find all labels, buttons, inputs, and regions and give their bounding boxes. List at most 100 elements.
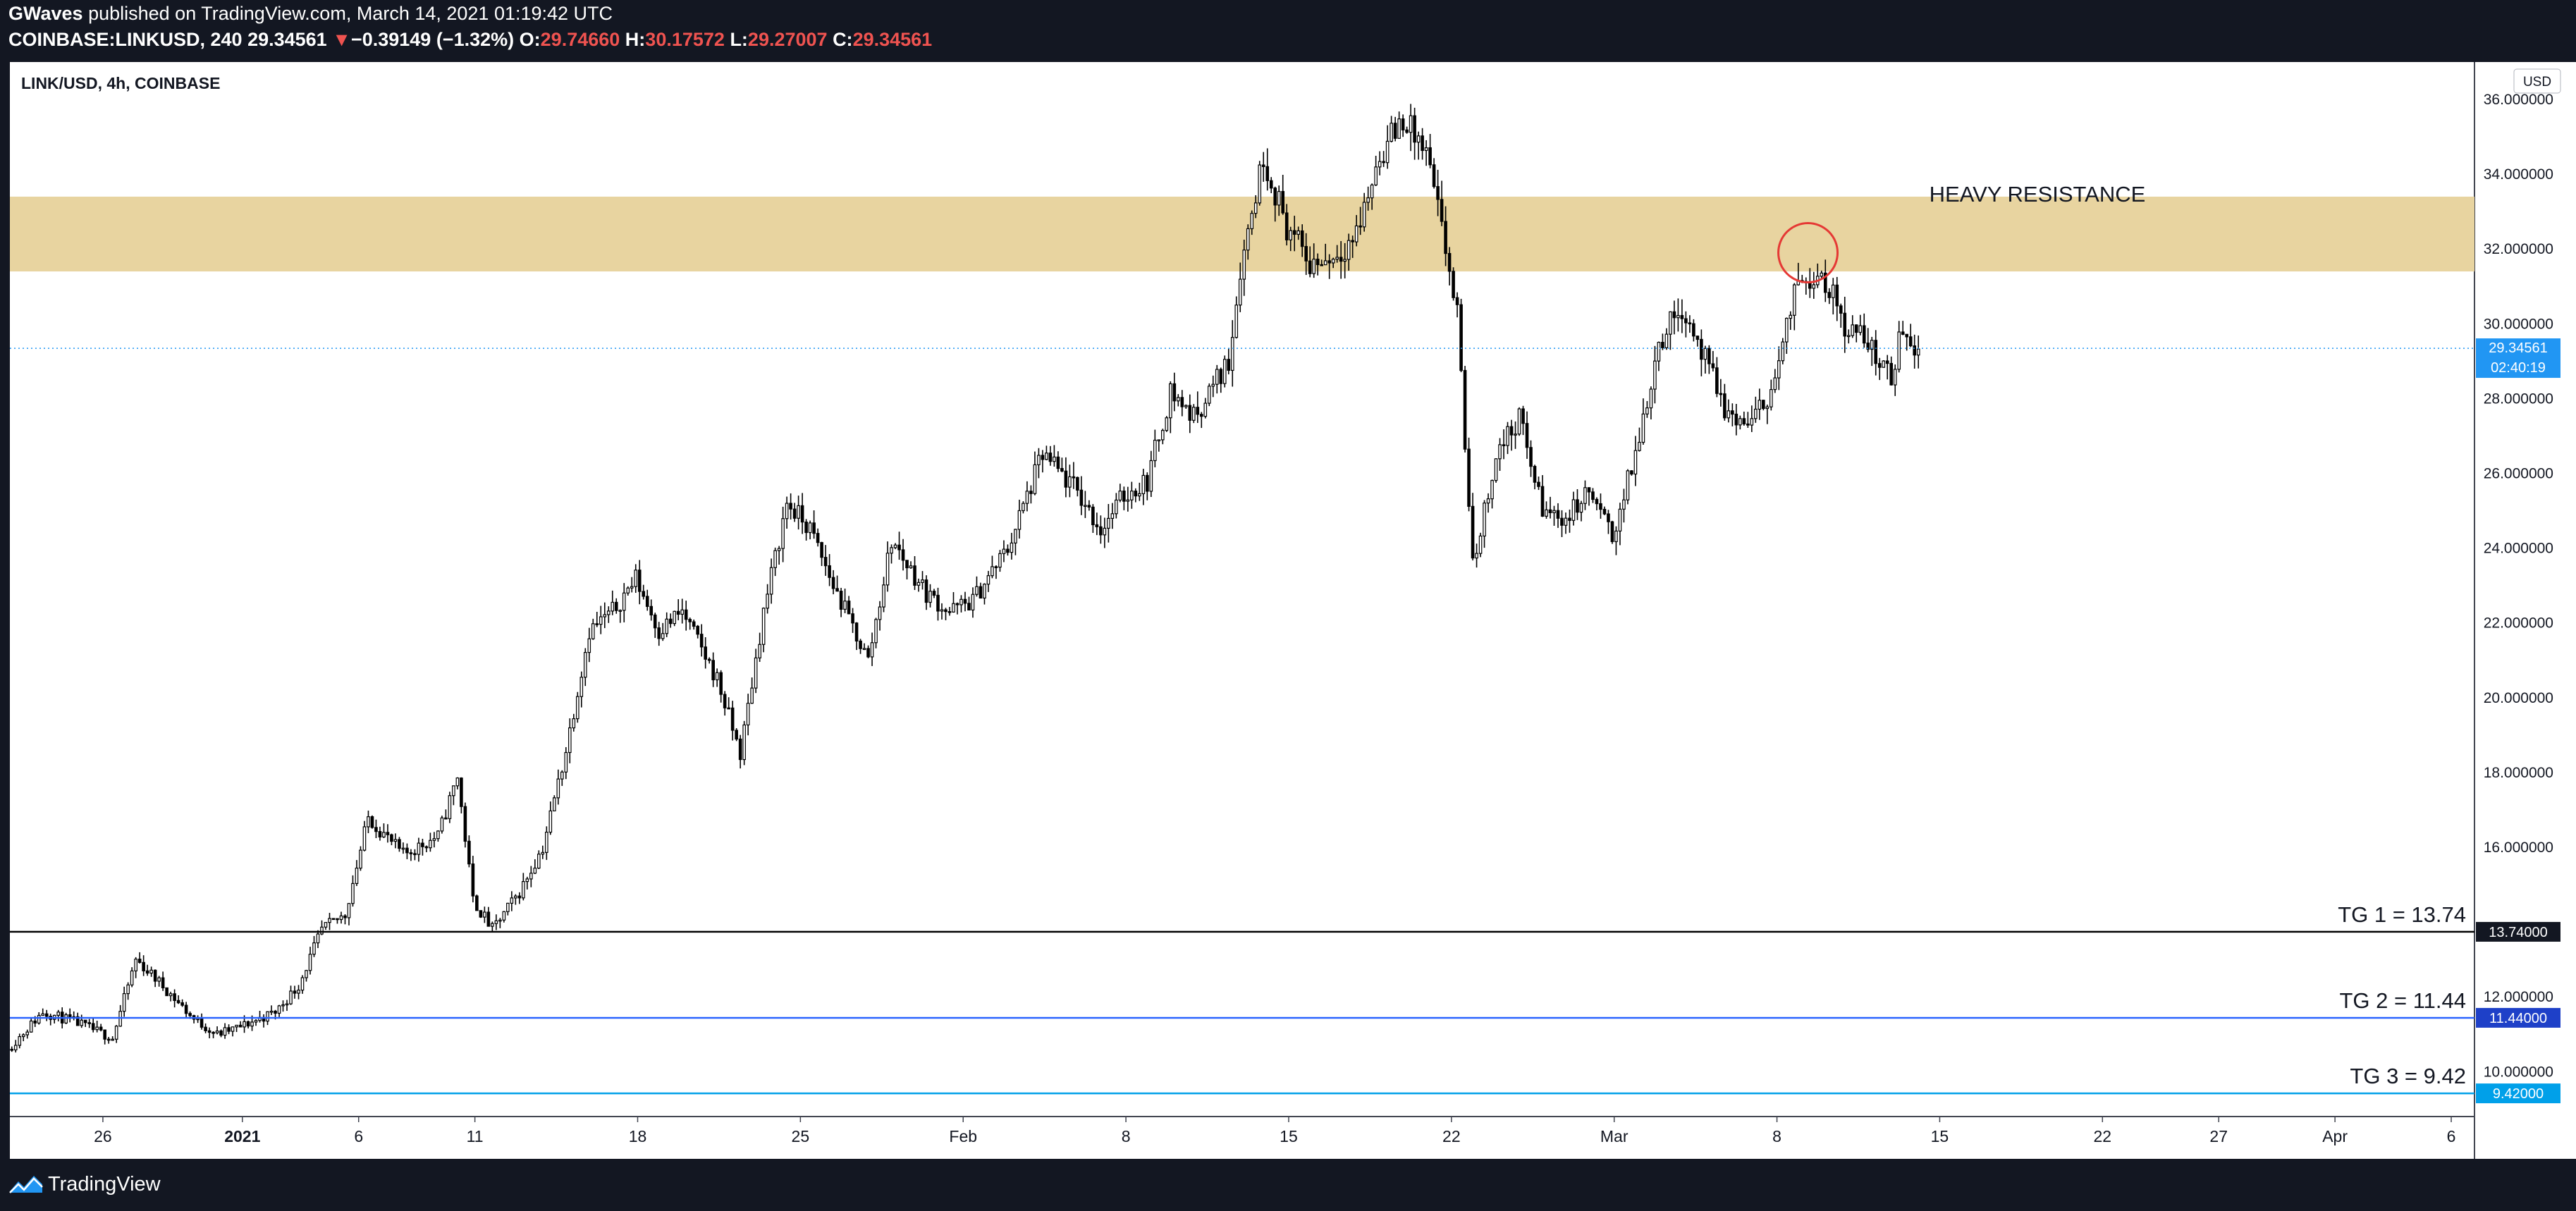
candle-body: [719, 672, 723, 695]
candle-body: [274, 1010, 277, 1014]
y-tick-label: 28.000000: [2484, 391, 2553, 407]
candle-body: [1265, 166, 1270, 181]
candle-body: [1107, 517, 1110, 529]
currency-badge[interactable]: [2513, 68, 2561, 94]
candle-body: [1762, 400, 1765, 410]
candle-body: [1877, 363, 1882, 368]
candle-body: [1320, 264, 1323, 266]
resistance-zone[interactable]: [10, 196, 2474, 272]
candle-body: [750, 687, 754, 704]
candle-body: [1638, 441, 1641, 451]
candle-body: [1633, 450, 1638, 475]
candle-body: [1304, 246, 1308, 262]
tradingview-brand[interactable]: TradingView: [48, 1173, 161, 1195]
tradingview-logo-icon[interactable]: [8, 1170, 44, 1198]
candle-body: [1033, 464, 1037, 494]
candle-body: [471, 863, 475, 897]
candle-body: [347, 903, 351, 918]
x-tick-label: 27: [2209, 1127, 2228, 1145]
candle-body: [870, 642, 874, 658]
candle-body: [1115, 499, 1118, 515]
candle-body: [1641, 413, 1645, 443]
candle-body: [1227, 359, 1231, 371]
candle-body: [696, 625, 699, 635]
target-label-3: TG 3 = 9.42: [2350, 1064, 2466, 1088]
y-tick-label: 26.000000: [2484, 466, 2553, 482]
candle-body: [188, 1013, 192, 1016]
highlight-circle[interactable]: [1777, 222, 1839, 284]
x-tick-label: 26: [94, 1127, 112, 1145]
candle-body: [1149, 460, 1153, 492]
x-tick-label: 11: [467, 1127, 484, 1145]
candle-body: [1882, 360, 1886, 368]
candle-body: [606, 610, 611, 615]
x-tick-label: 22: [2094, 1127, 2112, 1145]
candle-body: [1692, 323, 1695, 337]
time-axis[interactable]: [10, 1117, 2474, 1159]
candle-body: [359, 849, 362, 869]
candle-body: [1099, 526, 1103, 536]
candle-body: [990, 566, 994, 577]
candle-body: [41, 1013, 45, 1016]
candle-body: [1010, 542, 1014, 553]
high-value: 30.17572: [645, 29, 725, 50]
candle-body: [1770, 389, 1773, 407]
close-label: C:: [833, 29, 853, 50]
resistance-label: HEAVY RESISTANCE: [1930, 182, 2146, 207]
chart-title: LINK/USD, 4h, COINBASE: [21, 74, 220, 92]
candle-body: [378, 831, 382, 838]
candle-body: [642, 591, 646, 597]
candle-body: [219, 1031, 223, 1036]
candle-body: [874, 619, 878, 644]
candle-body: [223, 1027, 227, 1036]
x-tick-label: 25: [792, 1127, 810, 1145]
candle-body: [828, 565, 831, 578]
published-text: published on TradingView.com, March 14, …: [88, 3, 613, 24]
candle-body: [1703, 348, 1707, 360]
candle-body: [637, 570, 642, 592]
candle-body: [149, 969, 153, 974]
last-price: 29.34561: [247, 29, 327, 50]
candle-body: [1781, 341, 1785, 362]
candle-body: [1347, 240, 1351, 260]
price-chart[interactable]: HEAVY RESISTANCE TG 1 = 13.74 13.74000 TG …: [0, 0, 2576, 1159]
candle-body: [1161, 430, 1165, 441]
candle-body: [986, 575, 990, 585]
candle-body: [285, 1003, 289, 1006]
candle-body: [940, 609, 944, 612]
candle-body: [514, 895, 517, 899]
candle-body: [1378, 161, 1382, 168]
candle-body: [797, 505, 800, 519]
candle-body: [1684, 318, 1688, 324]
target-axis-tag-2: [2476, 1007, 2560, 1028]
candle-body: [1517, 408, 1521, 435]
candle-body: [1091, 506, 1095, 526]
candle-body: [1165, 417, 1169, 431]
candle-body: [932, 591, 936, 596]
candle-body: [1327, 260, 1331, 264]
candle-body: [1812, 284, 1816, 289]
candle-body: [328, 918, 331, 923]
low-value: 29.27007: [747, 29, 828, 50]
candle-body: [1908, 336, 1913, 347]
candle-body: [1765, 406, 1770, 410]
publisher-name: GWaves: [8, 3, 83, 24]
candle-body: [305, 970, 308, 978]
price-axis[interactable]: [2474, 62, 2576, 1159]
candle-body: [393, 839, 398, 842]
candle-body: [1157, 439, 1161, 442]
candle-body: [1467, 448, 1471, 507]
candle-body: [405, 847, 409, 854]
candle-body: [130, 970, 134, 985]
candle-body: [424, 846, 429, 849]
candle-body: [231, 1026, 235, 1032]
candle-body: [653, 614, 657, 629]
candle-body: [1358, 225, 1362, 228]
target-axis-value-1: 13.74000: [2489, 925, 2547, 940]
candle-body: [1498, 444, 1502, 460]
candle-body: [207, 1030, 211, 1033]
candle-body: [847, 601, 851, 615]
candle-body: [1645, 407, 1649, 414]
candle-body: [1731, 410, 1734, 415]
candle-body: [339, 915, 343, 921]
